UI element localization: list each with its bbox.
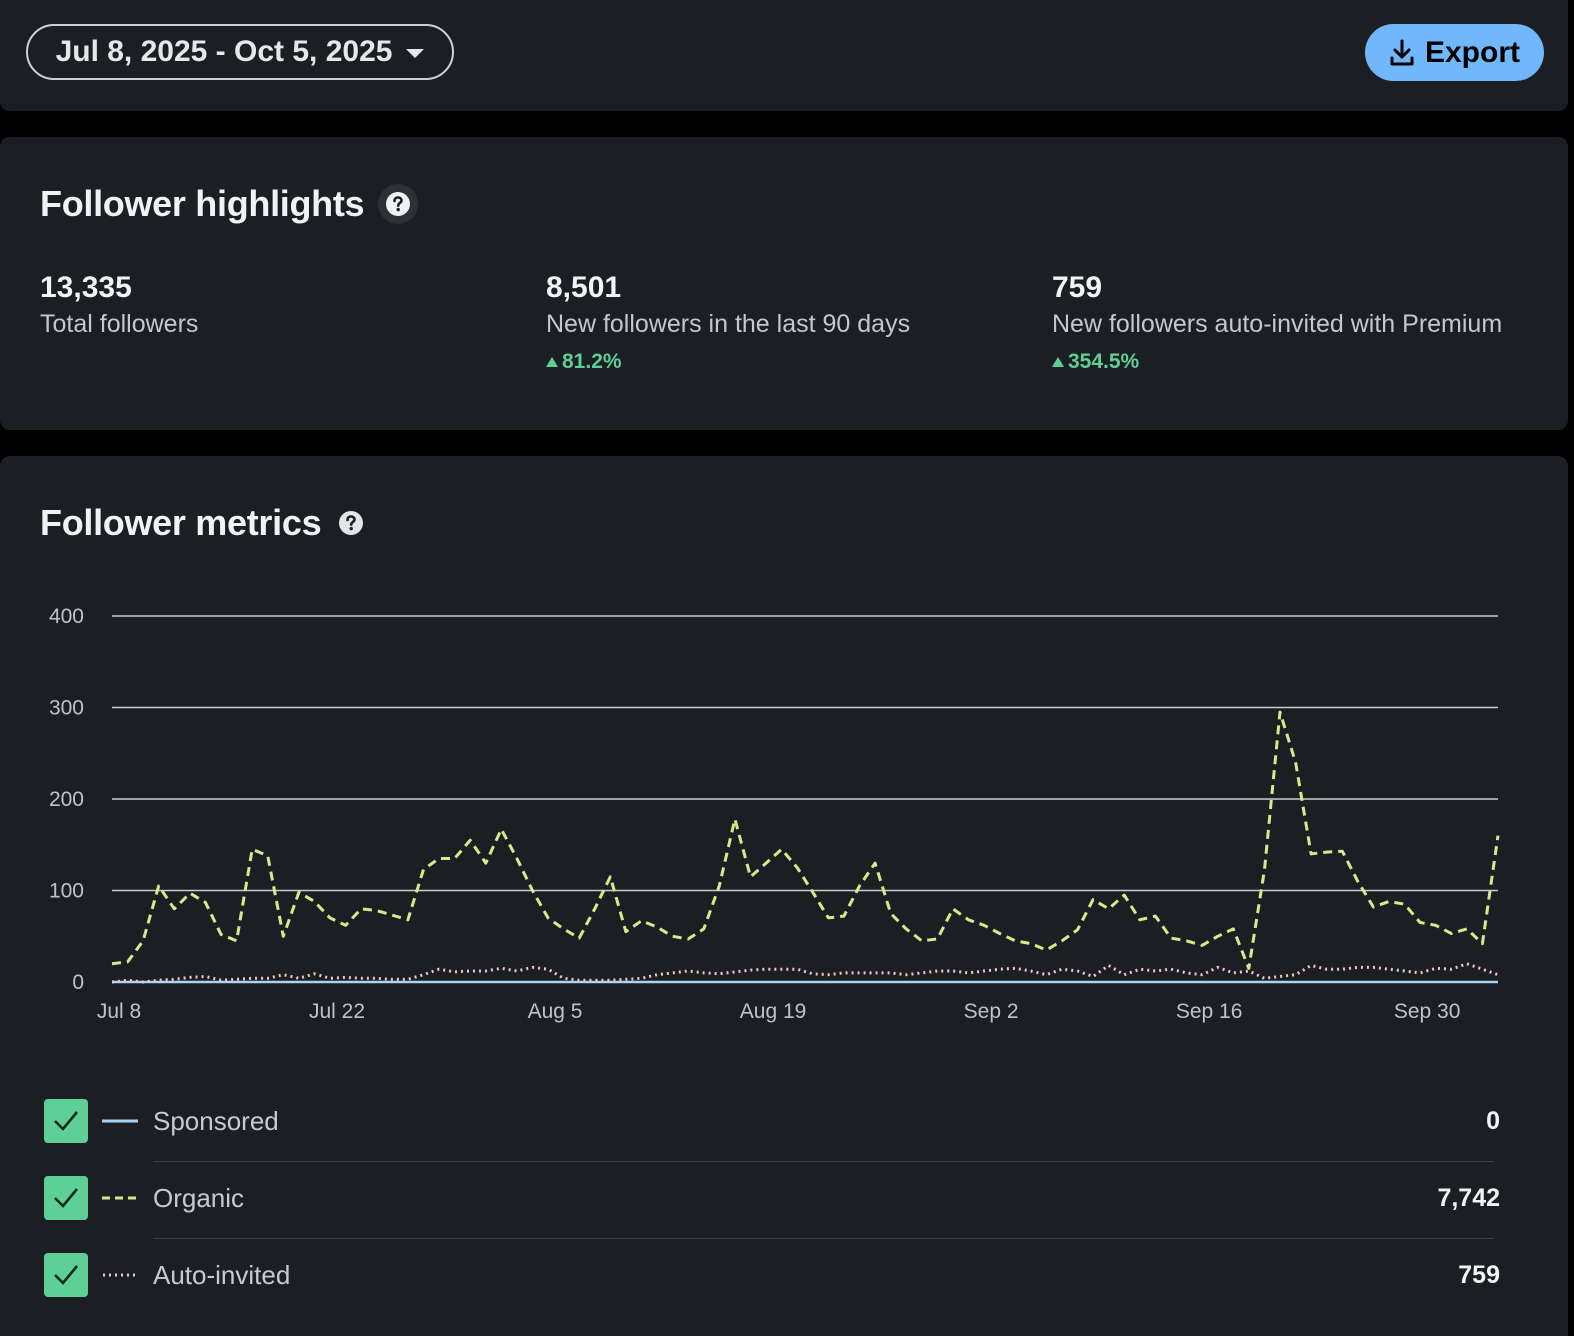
stat-label: New followers in the last 90 days: [546, 310, 911, 338]
stat-value: 13,335: [40, 271, 132, 304]
y-tick-label: 0: [72, 971, 84, 994]
date-range-dropdown[interactable]: Jul 8, 2025 - Oct 5, 2025: [26, 24, 454, 80]
checkmark-icon: [54, 1188, 79, 1208]
legend-row-auto-invited[interactable]: Auto-invited 759: [44, 1253, 1500, 1297]
follower-metrics-title-row: Follower metrics: [40, 502, 367, 544]
stat-new-followers-90-days: 8,501 New followers in the last 90 days …: [546, 270, 910, 374]
y-tick-label: 300: [49, 697, 84, 720]
x-tick-label: Jul 8: [97, 1000, 141, 1023]
follower-highlights-title-row: Follower highlights: [40, 183, 419, 225]
legend-row-organic[interactable]: Organic 7,742: [44, 1176, 1500, 1220]
download-icon: [1390, 39, 1414, 65]
legend-label: Auto-invited: [153, 1259, 291, 1290]
follower-metrics-chart[interactable]: 0 100 200 300 400 Jul 8 Jul 22 Aug 5 Aug 19 Sep 2…: [0, 596, 1568, 1026]
x-tick-label: Sep 2: [964, 1000, 1019, 1023]
legend-value: 0: [1486, 1106, 1500, 1135]
x-tick-label: Aug 5: [528, 1000, 583, 1023]
stat-auto-invited-followers: 759 New followers auto-invited with Prem…: [1052, 270, 1502, 374]
y-tick-label: 100: [49, 880, 84, 903]
dotted-line-swatch-icon: [103, 1273, 138, 1277]
follower-metrics-title: Follower metrics: [40, 502, 322, 543]
series-line-auto-invited: [111, 962, 1499, 984]
stat-change: 354.5%: [1052, 350, 1502, 374]
help-icon[interactable]: [378, 184, 419, 224]
export-button[interactable]: Export: [1365, 24, 1544, 81]
dashed-line-swatch-icon: [102, 1196, 138, 1200]
question-circle-icon: [339, 511, 364, 535]
stat-change-value: 81.2%: [562, 350, 622, 373]
x-tick-label: Jul 22: [309, 1000, 365, 1023]
follower-highlights-title: Follower highlights: [40, 183, 365, 224]
legend-value: 759: [1458, 1260, 1500, 1289]
x-tick-label: Sep 30: [1394, 1000, 1461, 1023]
trend-up-icon: [546, 357, 558, 367]
follower-metrics-panel: Follower metrics 0 100 200 300 400 Jul 8 Jul 2…: [0, 456, 1568, 1336]
y-tick-label: 200: [49, 788, 84, 811]
checkmark-icon: [54, 1265, 79, 1285]
legend-value: 7,742: [1437, 1183, 1500, 1212]
stat-value: 8,501: [546, 271, 622, 304]
export-label: Export: [1424, 35, 1520, 69]
solid-line-swatch-icon: [102, 1119, 138, 1123]
legend-divider: [153, 1161, 1494, 1162]
legend-label: Organic: [153, 1182, 245, 1213]
stat-change: 81.2%: [546, 350, 910, 374]
x-tick-label: Aug 19: [740, 1000, 807, 1023]
stat-value: 759: [1052, 271, 1103, 304]
legend-row-sponsored[interactable]: Sponsored 0: [44, 1099, 1500, 1143]
stat-label: Total followers: [40, 310, 199, 338]
stat-total-followers: 13,335 Total followers: [40, 270, 198, 340]
organic-checkbox[interactable]: [44, 1176, 88, 1220]
caret-down-icon: [406, 49, 425, 58]
stat-change-value: 354.5%: [1068, 350, 1140, 373]
help-icon[interactable]: [335, 507, 367, 539]
sponsored-checkbox[interactable]: [44, 1099, 88, 1143]
legend-label: Sponsored: [153, 1105, 279, 1136]
y-tick-label: 400: [49, 605, 84, 628]
question-circle-icon: [386, 192, 411, 216]
toolbar-panel: Jul 8, 2025 - Oct 5, 2025 Export: [0, 0, 1568, 111]
stat-label: New followers auto-invited with Premium: [1052, 310, 1503, 338]
auto-invited-checkbox[interactable]: [44, 1253, 88, 1297]
legend-divider: [153, 1238, 1494, 1239]
follower-highlights-panel: Follower highlights 13,335 Total followe…: [0, 137, 1568, 430]
trend-up-icon: [1052, 357, 1064, 367]
checkmark-icon: [54, 1111, 79, 1131]
date-range-label: Jul 8, 2025 - Oct 5, 2025: [55, 35, 393, 68]
x-tick-label: Sep 16: [1176, 1000, 1243, 1023]
series-line-organic: [111, 710, 1500, 970]
